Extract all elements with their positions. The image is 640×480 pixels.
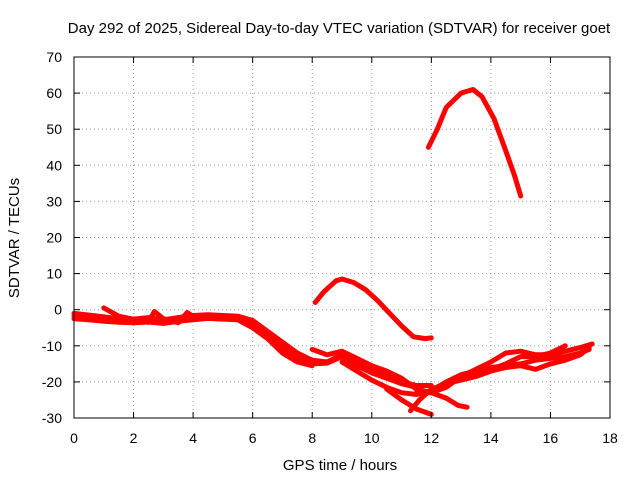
y-tick-label: 50 [46, 121, 62, 137]
x-tick-label: 18 [602, 430, 618, 446]
data-series [71, 87, 595, 417]
series-line-arc-5 [312, 276, 434, 342]
series-line-arc-6 [425, 87, 524, 199]
y-tick-label: -10 [42, 338, 62, 354]
x-tick-label: 2 [130, 430, 138, 446]
series-line-arc-12 [443, 343, 568, 388]
y-tick-label: -30 [42, 410, 62, 426]
series-line-arc-9 [384, 386, 434, 417]
series-line-arc-4 [101, 305, 196, 326]
y-tick-label: -20 [42, 374, 62, 390]
y-tick-label: 30 [46, 193, 62, 209]
grid-lines [74, 57, 610, 418]
y-axis-title: SDTVAR / TECUs [6, 178, 23, 298]
x-tick-label: 4 [189, 430, 197, 446]
x-tick-label: 14 [483, 430, 499, 446]
series-line-arc-11 [408, 345, 592, 414]
y-tick-label: 40 [46, 157, 62, 173]
x-tick-label: 8 [308, 430, 316, 446]
x-tick-label: 12 [424, 430, 440, 446]
x-tick-label: 10 [364, 430, 380, 446]
x-tick-label: 16 [543, 430, 559, 446]
series-line-arc-8 [339, 346, 592, 397]
chart-title: Day 292 of 2025, Sidereal Day-to-day VTE… [68, 20, 611, 37]
x-tick-label: 0 [70, 430, 78, 446]
x-tick-label: 6 [249, 430, 257, 446]
x-axis-title: GPS time / hours [283, 457, 397, 474]
y-tick-label: 60 [46, 85, 62, 101]
tick-labels: 0 2 4 6 8 10 12 14 16 18 -30 -20 -10 0 10 20 30 40 50 60 70 [42, 49, 618, 446]
y-tick-label: 0 [54, 302, 62, 318]
axis-ticks [73, 56, 611, 419]
y-tick-label: 70 [46, 49, 62, 65]
y-tick-label: 20 [46, 230, 62, 246]
series-line-arc-3 [71, 315, 315, 369]
y-tick-label: 10 [46, 266, 62, 282]
